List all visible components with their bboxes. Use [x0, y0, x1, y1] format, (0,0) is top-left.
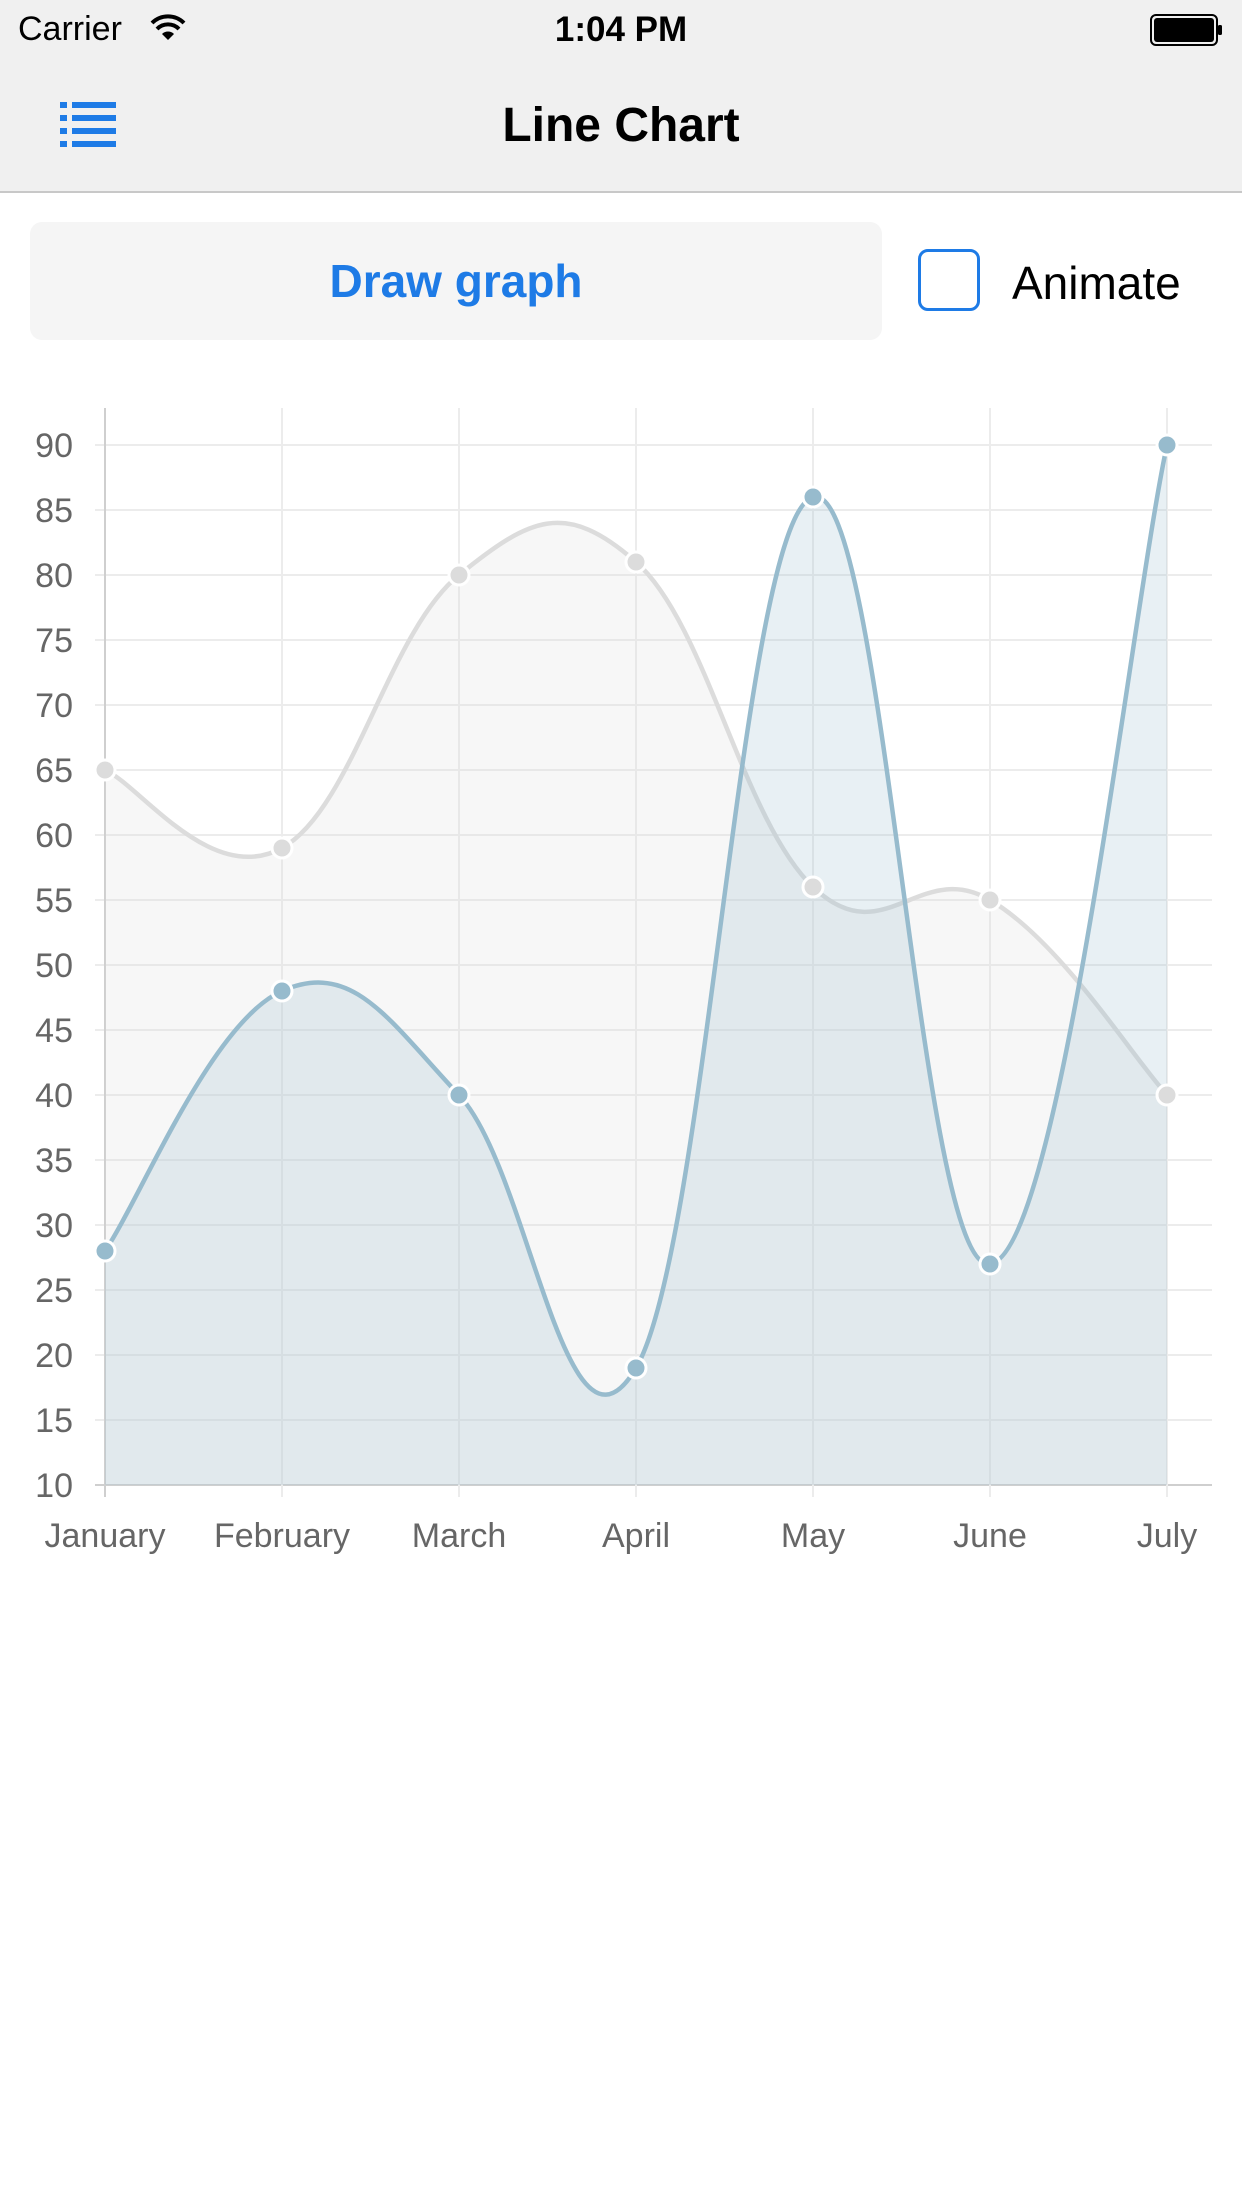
- x-tick-label: May: [781, 1517, 845, 1555]
- series-line: [103, 444, 1170, 1397]
- y-tick-label: 45: [35, 1012, 73, 1050]
- y-tick-label: 20: [35, 1337, 73, 1375]
- navigation-bar: Line Chart: [0, 60, 1242, 193]
- animate-checkbox[interactable]: [918, 249, 980, 311]
- animate-label: Animate: [1012, 257, 1181, 309]
- data-point: [270, 979, 294, 1003]
- y-tick-label: 15: [35, 1402, 73, 1440]
- series-area: [105, 445, 1167, 1485]
- draw-graph-button[interactable]: Draw graph: [30, 222, 882, 340]
- data-point: [801, 875, 825, 899]
- data-point: [93, 1239, 117, 1263]
- data-point: [1155, 433, 1179, 457]
- y-tick-label: 85: [35, 492, 73, 530]
- carrier-label: Carrier: [18, 10, 122, 48]
- x-tick-label: March: [412, 1517, 506, 1555]
- y-tick-label: 25: [35, 1272, 73, 1310]
- y-tick-label: 65: [35, 752, 73, 790]
- page-title: Line Chart: [502, 99, 740, 152]
- y-tick-label: 35: [35, 1142, 73, 1180]
- y-tick-label: 50: [35, 947, 73, 985]
- list-icon[interactable]: [60, 100, 120, 150]
- wifi-icon: [150, 14, 186, 47]
- data-point: [978, 888, 1002, 912]
- series-area: [105, 522, 1167, 1485]
- y-tick-label: 60: [35, 817, 73, 855]
- y-tick-label: 75: [35, 622, 73, 660]
- data-point: [978, 1252, 1002, 1276]
- y-tick-label: 10: [35, 1467, 73, 1505]
- y-tick-label: 40: [35, 1077, 73, 1115]
- x-tick-label: June: [953, 1517, 1027, 1555]
- status-time: 1:04 PM: [554, 10, 688, 49]
- data-point: [801, 485, 825, 509]
- y-tick-label: 30: [35, 1207, 73, 1245]
- battery-icon: [1150, 14, 1224, 51]
- status-bar: Carrier 1:04 PM: [0, 0, 1242, 60]
- data-point: [624, 550, 648, 574]
- y-tick-label: 90: [35, 427, 73, 465]
- x-tick-label: January: [45, 1517, 166, 1555]
- x-tick-label: April: [602, 1517, 670, 1555]
- data-point: [624, 1356, 648, 1380]
- data-point: [447, 1083, 471, 1107]
- x-tick-label: February: [214, 1517, 350, 1555]
- x-tick-label: July: [1137, 1517, 1197, 1555]
- line-chart: 10 15 20 25 30 35 40 45 50 55 60 65 70 75 80 85 90 Januar…: [35, 408, 1212, 1555]
- data-point: [93, 758, 117, 782]
- y-tick-label: 55: [35, 882, 73, 920]
- data-point: [1155, 1083, 1179, 1107]
- y-tick-label: 80: [35, 557, 73, 595]
- y-tick-label: 70: [35, 687, 73, 725]
- data-point: [270, 836, 294, 860]
- data-point: [447, 563, 471, 587]
